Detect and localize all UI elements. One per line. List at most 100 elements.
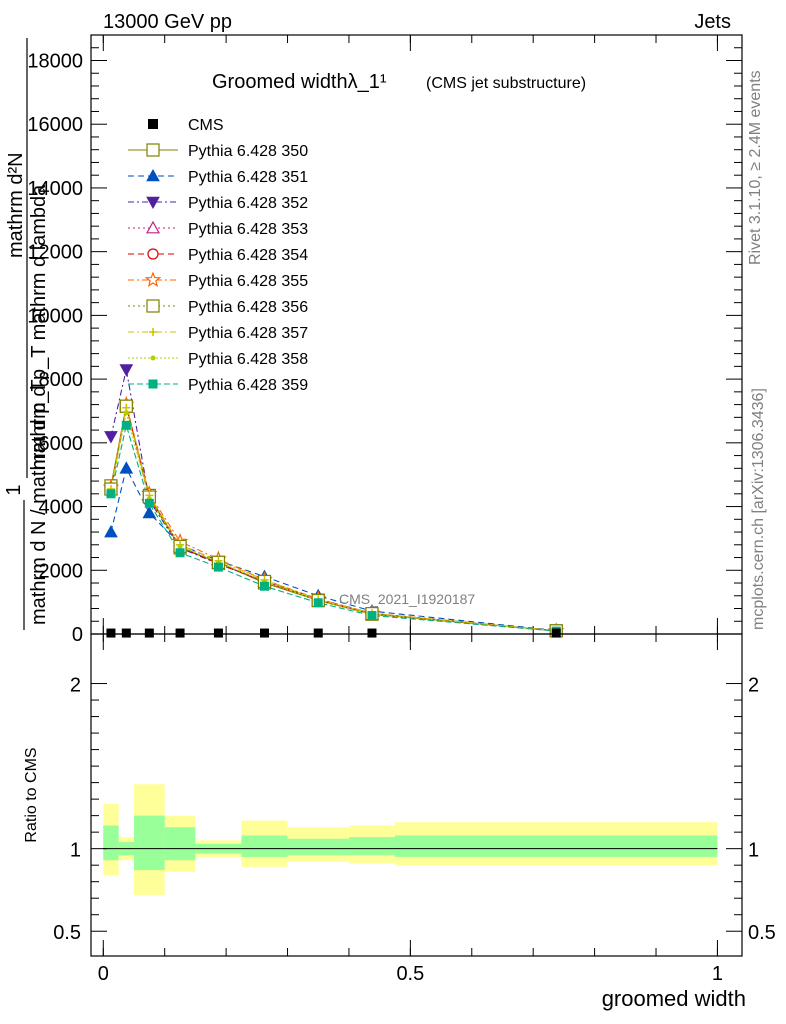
- x-axis-label: groomed width: [602, 986, 746, 1011]
- series-3-point: [104, 431, 118, 444]
- series-9-point: [123, 410, 129, 416]
- legend-marker-4: [145, 220, 161, 234]
- legend-cms-marker: [148, 119, 158, 129]
- mcplots-label: mcplots.cern.ch [arXiv:1306.3436]: [750, 388, 767, 630]
- x-tick-label: 0: [98, 963, 109, 985]
- cms-point: [144, 628, 154, 638]
- legend-cms-label: CMS: [188, 117, 224, 134]
- ratio-y-axis-label: Ratio to CMS: [23, 747, 40, 842]
- legend-label-5: Pythia 6.428 354: [188, 247, 308, 264]
- series-line-7: [110, 406, 557, 632]
- ratio-inner-band: [164, 827, 196, 861]
- ratio-y-tick-label-right: 1: [748, 840, 759, 862]
- ratio-ticks: 0.5 0.5 1 1 2 2 0 0.5 1: [53, 634, 776, 985]
- y-tick-label: 12000: [27, 242, 83, 264]
- legend-marker-8: [149, 328, 157, 336]
- header-left: 13000 GeV pp: [103, 11, 232, 33]
- legend-label-8: Pythia 6.428 357: [188, 325, 308, 342]
- legend-marker-6: [144, 271, 162, 288]
- legend-marker-2: [146, 168, 160, 182]
- legend-marker-5: [147, 248, 159, 260]
- series-10-point: [144, 498, 154, 508]
- ratio-inner-band: [103, 825, 119, 861]
- cms-data-points: [106, 628, 561, 638]
- y-tick-label: 2000: [39, 560, 84, 582]
- legend-label-2: Pythia 6.428 351: [188, 169, 308, 186]
- y-tick-label: 14000: [27, 178, 83, 200]
- series-3-point: [119, 364, 134, 377]
- ratio-y-tick-label-right: 2: [748, 675, 759, 697]
- cms-point: [121, 628, 131, 638]
- series-line-1: [110, 406, 557, 632]
- ratio-bands: [103, 784, 718, 895]
- legend: CMS Pythia 6.428 350 Pythia 6.428 351 Pythi…: [128, 117, 308, 394]
- legend-marker-1: [146, 143, 160, 157]
- y-tick-label: 4000: [39, 497, 84, 519]
- cms-point: [175, 628, 185, 638]
- rivet-version-label: Rivet 3.1.10, ≥ 2.4M events: [747, 70, 764, 265]
- analysis-watermark: CMS_2021_I1920187: [339, 591, 475, 607]
- ratio-inner-band: [133, 815, 165, 871]
- series-line-8: [110, 407, 557, 632]
- series-line-4: [110, 404, 557, 632]
- ratio-y-tick-label: 1: [70, 840, 81, 862]
- cms-point: [313, 628, 323, 638]
- legend-label-6: Pythia 6.428 355: [188, 273, 308, 290]
- series-10-point: [313, 598, 323, 608]
- y-label-line-4: mathrm d N / mathrm d p_T: [28, 379, 50, 625]
- ratio-y-tick-label: 2: [70, 675, 81, 697]
- ratio-plot: 0.5 0.5 1 1 2 2 0 0.5 1 Ratio to CMS groomed wid…: [23, 633, 776, 1011]
- main-y-ticks: 0 2000 4000 6000 8000 10000 12000 14000 16000 180…: [27, 34, 742, 646]
- legend-marker-7: [146, 299, 160, 313]
- series-10-point: [367, 611, 377, 621]
- series-10-point: [259, 581, 269, 591]
- series-10-point: [121, 420, 131, 430]
- series-10-point: [106, 489, 116, 499]
- ratio-inner-band: [287, 838, 349, 856]
- series-10-point: [213, 562, 223, 572]
- cms-point: [213, 628, 223, 638]
- ratio-plot-frame: [90, 633, 743, 957]
- legend-label-9: Pythia 6.428 358: [188, 351, 308, 368]
- y-label-line-1: mathrm d²N: [5, 152, 27, 258]
- legend-marker-10: [148, 379, 158, 389]
- y-tick-label: 18000: [27, 50, 83, 72]
- legend-label-7: Pythia 6.428 356: [188, 299, 308, 316]
- ratio-y-tick-label: 0.5: [53, 922, 81, 944]
- ratio-inner-band: [348, 837, 396, 856]
- y-tick-label: 10000: [27, 305, 83, 327]
- y-tick-label: 6000: [39, 433, 84, 455]
- main-y-axis-label: mathrm d²N mathrm d p_T mathrm d lambda 1 m…: [3, 38, 50, 630]
- plot-subtitle: (CMS jet substructure): [426, 75, 586, 92]
- legend-label-1: Pythia 6.428 350: [188, 143, 308, 160]
- cms-point: [259, 628, 269, 638]
- main-series: [102, 364, 565, 638]
- legend-label-4: Pythia 6.428 353: [188, 221, 308, 238]
- main-plot: 0 2000 4000 6000 8000 10000 12000 14000 16000 180…: [3, 34, 743, 646]
- y-tick-label: 0: [72, 624, 83, 646]
- series-line-5: [110, 406, 557, 632]
- legend-label-3: Pythia 6.428 352: [188, 195, 308, 212]
- ratio-inner-band: [395, 835, 718, 857]
- series-10-point: [175, 548, 185, 558]
- x-tick-label: 0.5: [396, 963, 424, 985]
- y-label-line-3: 1: [3, 484, 25, 495]
- series-line-3: [110, 369, 557, 632]
- legend-marker-3: [146, 196, 160, 210]
- plot-title: Groomed widthλ_1¹: [212, 71, 387, 93]
- cms-point: [367, 628, 377, 638]
- legend-marker-9: [150, 355, 156, 361]
- x-tick-label: 1: [712, 963, 723, 985]
- series-2-point: [104, 525, 118, 538]
- y-tick-label: 16000: [27, 114, 83, 136]
- series-line-6: [110, 404, 557, 632]
- cms-point: [551, 628, 561, 638]
- series-2-point: [142, 505, 157, 519]
- series-line-9: [110, 412, 557, 632]
- cms-point: [106, 628, 116, 638]
- series-9-point: [177, 543, 183, 549]
- header-right: Jets: [694, 11, 731, 33]
- y-tick-label: 8000: [39, 369, 84, 391]
- series-2-point: [119, 461, 134, 474]
